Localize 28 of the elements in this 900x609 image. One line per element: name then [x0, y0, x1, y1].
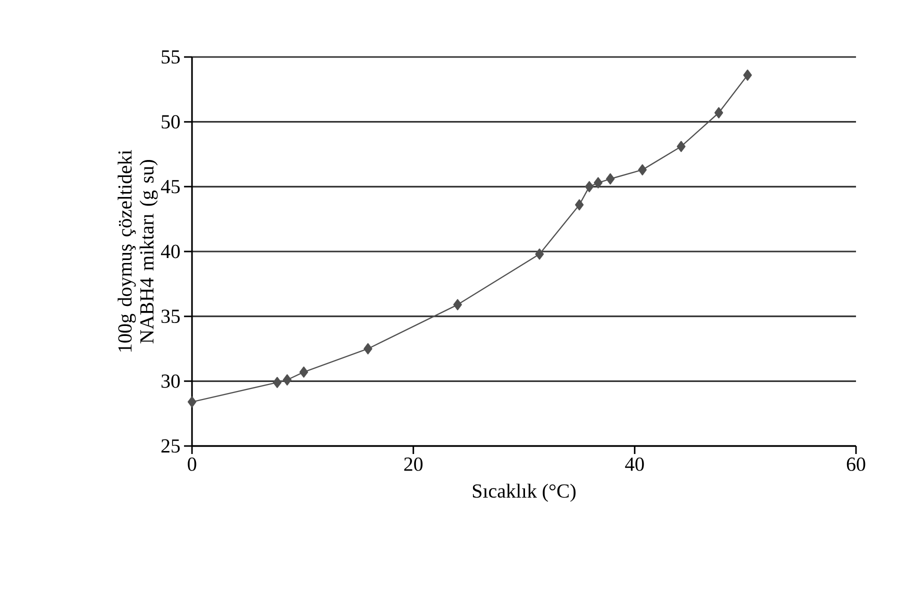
y-tick-label: 30: [162, 374, 180, 388]
point: [453, 299, 462, 310]
y-tick-label: 25: [161, 439, 180, 453]
point: [638, 164, 647, 176]
point: [606, 173, 615, 184]
point: [272, 376, 282, 388]
point: [282, 374, 292, 386]
y-axis-title: 100g doymuş çözeltideki NABH4 miktarı (g su): [118, 150, 158, 352]
point: [584, 181, 594, 192]
x-tick-label: 40: [625, 457, 644, 471]
y-tick-label: 55: [162, 50, 180, 64]
x-tick-label: 20: [404, 457, 423, 471]
point: [594, 177, 602, 188]
y-tick-label: 35: [162, 310, 180, 324]
y-tick-label: 40: [160, 244, 180, 258]
point: [714, 107, 724, 118]
x-tick-label: 60: [846, 457, 866, 471]
point: [676, 140, 686, 152]
point: [743, 70, 752, 81]
y-tick-label: 50: [162, 115, 180, 129]
point: [188, 396, 196, 408]
point: [575, 199, 584, 210]
point: [299, 366, 308, 378]
x-tick-label: 0: [188, 457, 196, 471]
point: [535, 248, 544, 260]
x-axis-title: Sıcaklık (°C): [472, 484, 576, 502]
point: [364, 343, 372, 354]
y-tick-label: 45: [160, 180, 180, 194]
